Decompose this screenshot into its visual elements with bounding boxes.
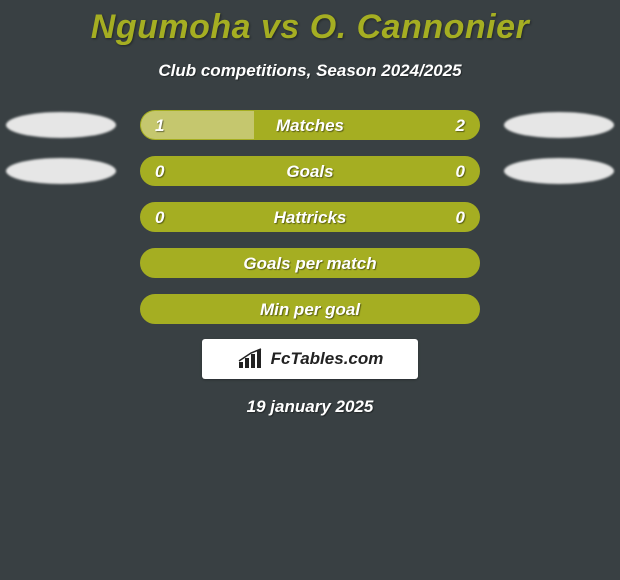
stat-value-left: 0 (155, 203, 164, 232)
right-highlight-ellipse (504, 112, 614, 138)
stat-row: Min per goal (0, 293, 620, 325)
stat-label: Min per goal (141, 295, 479, 324)
comparison-infographic: Ngumoha vs O. Cannonier Club competition… (0, 0, 620, 580)
stat-value-left: 0 (155, 157, 164, 186)
stat-bar-right-fill (254, 111, 479, 139)
brand-badge: FcTables.com (202, 339, 418, 379)
left-highlight-ellipse (6, 158, 116, 184)
stat-value-right: 0 (456, 203, 465, 232)
stat-value-right: 0 (456, 157, 465, 186)
stat-label: Hattricks (141, 203, 479, 232)
stat-label: Goals per match (141, 249, 479, 278)
left-highlight-ellipse (6, 112, 116, 138)
stat-row: Hattricks0 0 (0, 201, 620, 233)
right-highlight-ellipse (504, 158, 614, 184)
stat-bar: Matches12 (140, 110, 480, 140)
date-text: 19 january 2025 (0, 397, 620, 417)
stat-rows: Matches12Goals00Hattricks00Goals per mat… (0, 109, 620, 325)
page-subtitle: Club competitions, Season 2024/2025 (0, 61, 620, 81)
stat-row: Goals0 0 (0, 155, 620, 187)
stat-row: Goals per match (0, 247, 620, 279)
page-title: Ngumoha vs O. Cannonier (0, 0, 620, 47)
stat-bar: Goals per match (140, 248, 480, 278)
stat-bar: Min per goal (140, 294, 480, 324)
stat-row: Matches12 (0, 109, 620, 141)
stat-bar: Hattricks0 0 (140, 202, 480, 232)
brand-text: FcTables.com (271, 349, 384, 369)
bar-chart-icon (237, 348, 265, 370)
stat-bar: Goals0 0 (140, 156, 480, 186)
stat-value-right: 2 (456, 111, 465, 140)
stat-value-left: 1 (155, 111, 164, 140)
stat-label: Goals (141, 157, 479, 186)
